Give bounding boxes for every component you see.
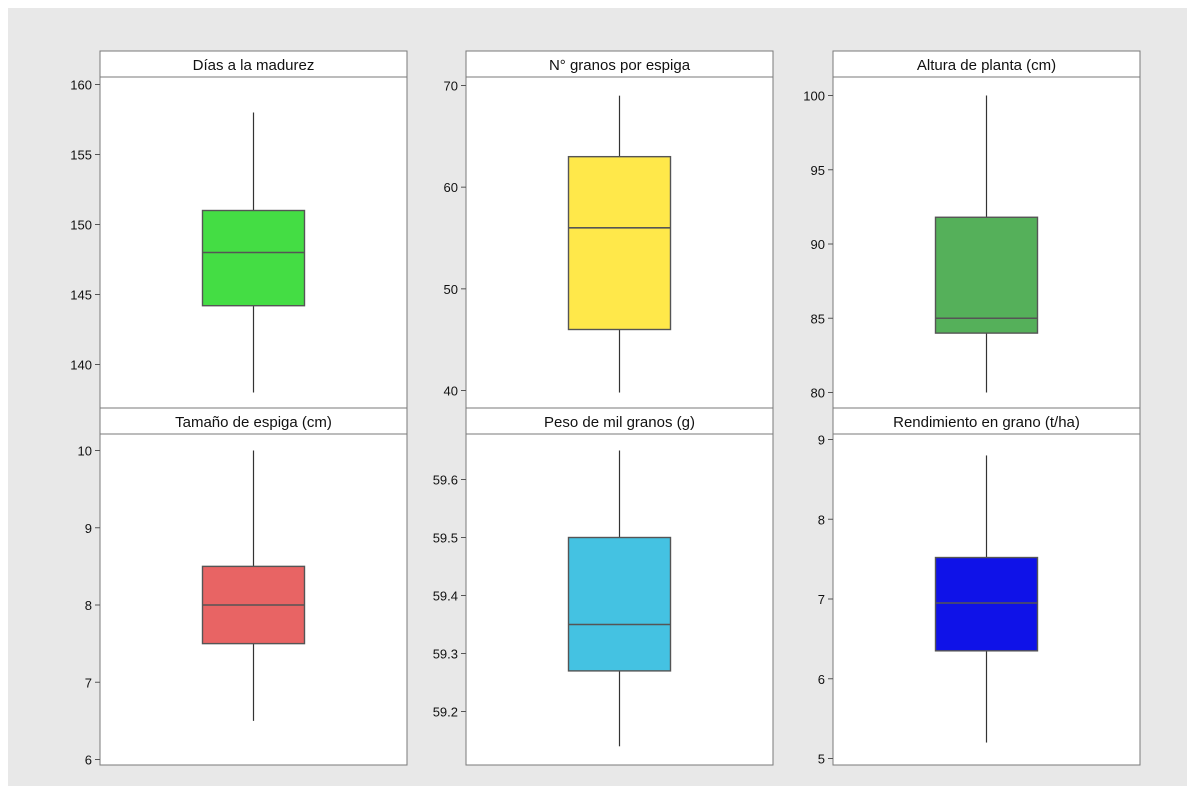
y-tick-label: 95	[811, 163, 825, 178]
y-tick-label: 59.5	[433, 531, 458, 546]
y-tick-label: 7	[85, 675, 92, 690]
chart-panel-1: Días a la madurez 140 145 150 155 160	[70, 50, 408, 409]
y-tick-label: 59.6	[433, 473, 458, 488]
panel-title: Tamaño de espiga (cm)	[175, 414, 332, 431]
panel-title: Altura de planta (cm)	[917, 57, 1056, 74]
panel-title: N° granos por espiga	[549, 57, 691, 74]
y-tick-label: 70	[444, 79, 458, 94]
y-tick-label: 9	[85, 521, 92, 536]
y-tick-label: 59.3	[433, 647, 458, 662]
y-tick-label: 140	[70, 358, 92, 373]
chart-panel-3: Altura de planta (cm) 80 85 90 95 100	[803, 50, 1141, 409]
y-tick-label: 150	[70, 218, 92, 233]
panel-strip	[99, 407, 408, 435]
y-tick-label: 10	[78, 444, 92, 459]
chart-panel-2: N° granos por espiga 40 50 60 70	[444, 50, 774, 409]
iqr-box	[567, 536, 672, 672]
chart-panel-4: Tamaño de espiga (cm) 6 7 8 9 10	[78, 407, 408, 768]
y-tick-label: 145	[70, 288, 92, 303]
panel-strip	[465, 407, 774, 435]
panel-strip	[99, 50, 408, 78]
y-tick-label: 6	[85, 753, 92, 768]
panel-title: Peso de mil granos (g)	[544, 414, 695, 431]
y-tick-label: 59.2	[433, 705, 458, 720]
panel-title: Días a la madurez	[193, 57, 315, 74]
y-tick-label: 9	[818, 433, 825, 448]
y-tick-label: 100	[803, 89, 825, 104]
panel-title: Rendimiento en grano (t/ha)	[893, 414, 1080, 431]
panel-strip	[832, 407, 1141, 435]
y-tick-label: 155	[70, 148, 92, 163]
y-tick-label: 7	[818, 592, 825, 607]
y-tick-label: 5	[818, 752, 825, 767]
y-tick-label: 160	[70, 78, 92, 93]
y-tick-label: 8	[85, 598, 92, 613]
panel-strip	[832, 50, 1141, 78]
iqr-box	[201, 209, 306, 307]
y-tick-label: 8	[818, 512, 825, 527]
y-tick-label: 6	[818, 672, 825, 687]
iqr-box	[934, 216, 1039, 334]
iqr-box	[934, 556, 1039, 652]
chart-panel-6: Rendimiento en grano (t/ha) 5 6 7 8 9	[818, 407, 1141, 767]
y-tick-label: 59.4	[433, 589, 458, 604]
iqr-box	[567, 155, 672, 331]
chart-panel-5: Peso de mil granos (g) 59.2 59.3 59.4 59.5 59…	[433, 407, 774, 766]
y-tick-label: 60	[444, 180, 458, 195]
y-tick-label: 50	[444, 282, 458, 297]
y-tick-label: 80	[811, 386, 825, 401]
y-tick-label: 85	[811, 311, 825, 326]
panel-strip	[465, 50, 774, 78]
y-tick-label: 90	[811, 237, 825, 252]
y-tick-label: 40	[444, 384, 458, 399]
